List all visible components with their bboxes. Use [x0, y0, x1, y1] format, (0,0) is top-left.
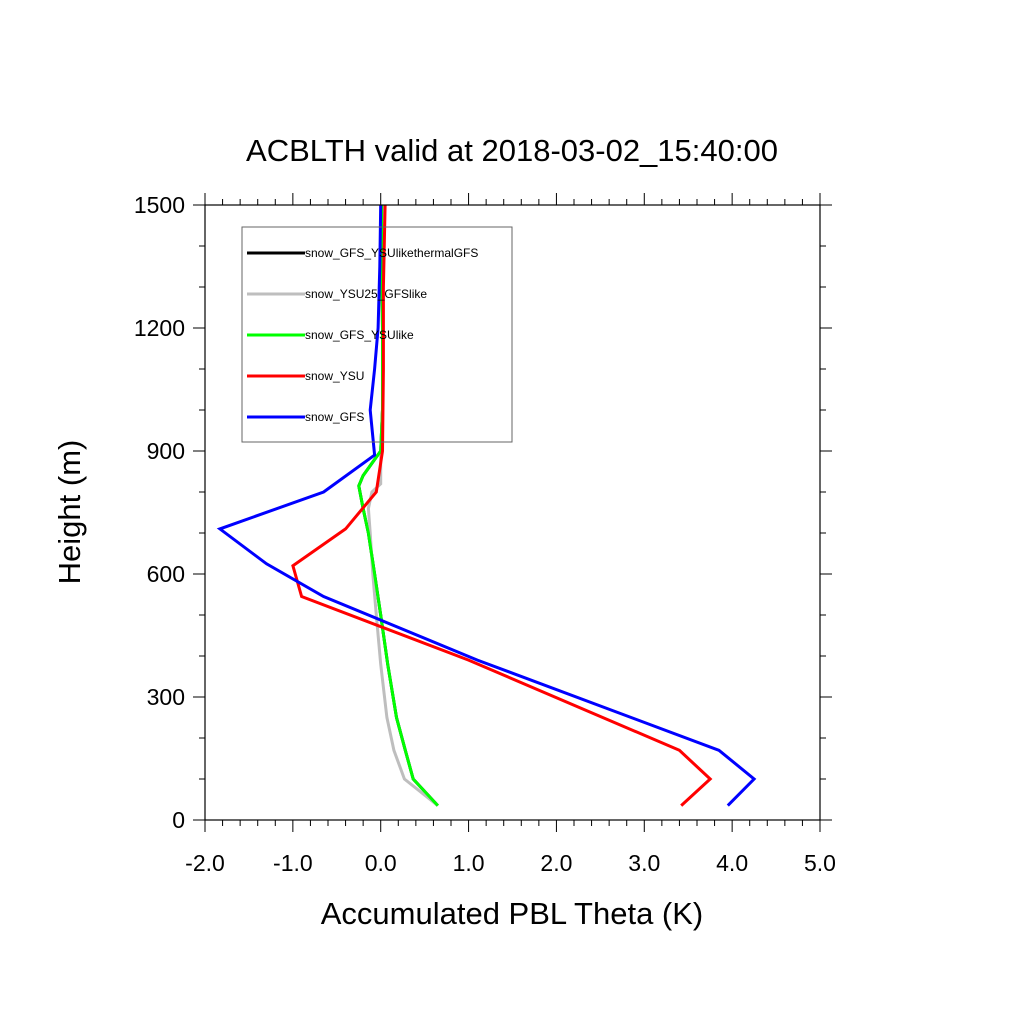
x-tick-label: 3.0	[628, 850, 660, 876]
y-tick-label: 1500	[134, 192, 185, 218]
x-axis-label: Accumulated PBL Theta (K)	[321, 896, 704, 931]
x-tick-label: 1.0	[453, 850, 485, 876]
legend-label-1: snow_YSU25_GFSlike	[305, 287, 427, 301]
series-group	[216, 205, 757, 807]
x-tick-label: 2.0	[540, 850, 572, 876]
x-tick-label: 0.0	[365, 850, 397, 876]
y-tick-label: 900	[147, 438, 185, 464]
series-line-4	[216, 205, 757, 807]
x-tick-label: -1.0	[273, 850, 313, 876]
x-tick-label: 4.0	[716, 850, 748, 876]
y-tick-label: 300	[147, 684, 185, 710]
legend-label-4: snow_GFS	[305, 410, 364, 424]
legend-label-3: snow_YSU	[305, 369, 364, 383]
y-axis-label: Height (m)	[52, 440, 87, 585]
legend-label-2: snow_GFS_YSUlike	[305, 328, 414, 342]
legend-label-0: snow_GFS_YSUlikethermalGFS	[305, 246, 478, 260]
chart-title: ACBLTH valid at 2018-03-02_15:40:00	[246, 133, 778, 168]
series-line-3	[291, 205, 713, 807]
plot-frame	[204, 204, 821, 821]
legend: snow_GFS_YSUlikethermalGFS snow_YSU25_GFS…	[241, 226, 513, 443]
x-tick-label: -2.0	[185, 850, 225, 876]
plot-area: -2.0 -1.0 0.0 1.0 2.0 3.0 4.0 5.0 0 300 600 900 1200…	[134, 192, 836, 876]
x-tick-label: 5.0	[804, 850, 836, 876]
y-tick-label: 0	[172, 807, 185, 833]
y-tick-label: 600	[147, 561, 185, 587]
legend-box	[241, 226, 513, 443]
y-tick-label: 1200	[134, 315, 185, 341]
